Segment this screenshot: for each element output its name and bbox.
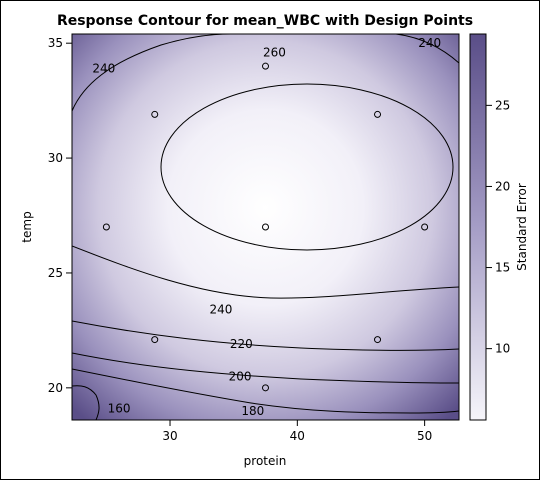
y-tick-label: 20 [48,381,63,395]
contour-label: 180 [241,404,264,418]
contour-label: 240 [418,36,441,50]
contour-line-180 [72,368,459,414]
x-tick-label: 40 [290,429,305,443]
x-tick-label: 50 [417,429,432,443]
design-point [421,223,429,231]
chart-title: Response Contour for mean_WBC with Desig… [57,13,473,29]
x-axis-label: protein [244,454,287,468]
y-tick-label: 25 [48,266,63,280]
contour-line-200 [72,352,459,384]
x-axis: 30 40 50 [162,420,432,443]
contour-label: 240 [92,61,115,75]
design-point [374,336,382,344]
y-tick-label: 30 [48,151,63,165]
contour-lines [72,34,459,420]
contour-line-240-upper-right [395,34,459,64]
contour-line-240-upper-left [72,34,232,112]
colorbar [469,33,487,421]
contour-label: 200 [229,369,252,383]
x-tick-label: 30 [162,429,177,443]
colorbar-tick-label: 25 [495,98,510,112]
design-point [262,223,269,231]
design-points [102,62,429,392]
plot-border [71,33,460,421]
y-tick-label: 35 [48,36,63,50]
contour-labels: 260 240 240 240 220 200 180 160 [92,36,441,418]
contour-label: 220 [230,337,253,351]
design-point [151,110,159,118]
contour-line-160 [72,385,100,420]
contour-line-260 [160,83,454,251]
design-point [262,384,269,392]
contour-label: 160 [108,402,131,416]
colorbar-tick-label: 10 [495,342,510,356]
contour-line-220 [72,320,459,351]
colorbar-tick-label: 20 [495,179,510,193]
y-axis-label: temp [20,211,34,242]
design-point [262,62,269,70]
contour-label: 240 [209,303,232,317]
design-point [151,336,159,344]
design-point [102,223,110,231]
design-point [374,110,382,118]
plot-background [72,34,459,420]
contour-label: 260 [263,45,286,59]
colorbar-label: Standard Error [515,183,529,271]
y-axis: 20 25 30 35 [48,36,72,395]
colorbar-axis: 10 15 20 25 [486,98,510,356]
contour-line-240-lower [72,245,459,299]
colorbar-tick-label: 15 [495,261,510,275]
